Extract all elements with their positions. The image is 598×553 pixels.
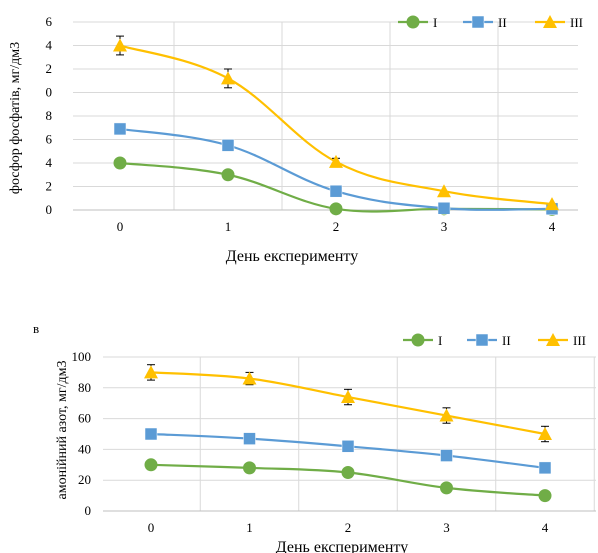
chart-2-series-II-point <box>538 461 552 475</box>
chart-2-x-tick-label: 1 <box>246 520 253 535</box>
chart-2-y-tick-label: 100 <box>72 349 92 364</box>
chart-2-legend-I-marker <box>411 333 425 347</box>
chart-1-y-tick-label: 4 <box>46 155 53 170</box>
chart-1-y-tick-label: 4 <box>46 38 53 53</box>
chart-1-grid <box>73 21 578 211</box>
chart-2-legend: I II III <box>403 333 586 348</box>
chart-1-y-tick-label: 8 <box>46 108 53 123</box>
chart-2-y-axis-label: амонійний азот, мг/дм3 <box>55 361 70 500</box>
chart-1-legend-III-marker <box>543 15 557 28</box>
chart-2-x-axis-label: День експерименту <box>276 539 408 553</box>
chart-2-series-III-point <box>439 408 454 422</box>
chart-2-x-ticks: 0 1 2 3 4 <box>148 520 549 535</box>
chart-1-series-I-point <box>113 156 127 170</box>
chart-1-x-axis-label: День експерименту <box>226 248 358 265</box>
chart-2-series-I-point <box>538 489 552 503</box>
chart-1-series-III-point <box>545 197 559 211</box>
chart-1-y-tick-label: 0 <box>46 85 53 100</box>
chart-1-y-axis-label: фосфор фосфатів, мг/дм3 <box>8 42 23 194</box>
chart-2-series-II-point <box>440 449 453 462</box>
chart-2-y-ticks: 0 20 40 60 80 100 <box>72 349 92 518</box>
chart-1-legend-I-label: I <box>433 15 437 30</box>
chart-1-legend: I II III <box>398 15 583 30</box>
chart-1-x-tick-label: 4 <box>549 219 556 234</box>
chart-2-y-tick-label: 0 <box>85 503 92 518</box>
chart-2-series-I-point <box>440 481 453 495</box>
chart-1-series-III-point <box>221 71 235 85</box>
chart-2-legend-II-marker <box>475 333 489 347</box>
chart-1-series-II-point <box>113 122 127 136</box>
chart-1-legend-II-marker <box>471 15 485 29</box>
chart-2-x-tick-label: 4 <box>542 520 549 535</box>
chart-2-series-I-point <box>341 466 355 479</box>
chart-1-series-I-point <box>221 168 235 182</box>
chart-1-series-II-point <box>221 139 235 152</box>
chart-2-series-II-point <box>243 432 256 445</box>
chart-1-x-tick-label: 2 <box>333 219 340 234</box>
chart-2-series-I-point <box>144 458 158 472</box>
chart-1-legend-I-marker <box>406 15 420 29</box>
chart-2-x-tick-label: 0 <box>148 520 155 535</box>
chart-2-series-III-point <box>144 365 158 379</box>
chart-1-y-ticks: 0 2 4 6 8 0 2 4 6 <box>46 14 53 217</box>
chart-1-x-tick-label: 3 <box>441 219 448 234</box>
chart-2-y-tick-label: 40 <box>78 441 91 456</box>
chart-1-x-tick-label: 0 <box>117 219 124 234</box>
chart-2-legend-III-label: III <box>573 333 586 348</box>
chart-1-y-tick-label: 0 <box>46 202 53 217</box>
chart-2-y-tick-label: 60 <box>78 411 91 426</box>
chart-2-series-I-point <box>243 461 256 475</box>
chart-1-y-tick-label: 2 <box>46 179 53 194</box>
chart-2-legend-III-marker <box>546 333 560 346</box>
chart-1-series-III-point <box>437 184 451 198</box>
chart-2-legend-I-label: I <box>438 333 442 348</box>
chart-2-y-tick-label: 20 <box>78 472 91 487</box>
chart-2-legend-II-label: II <box>502 333 511 348</box>
chart-2-series-III-point <box>341 390 355 404</box>
chart-2-series <box>144 364 552 503</box>
chart-1-series-III-point <box>329 154 343 168</box>
chart-2-x-tick-label: 2 <box>345 520 352 535</box>
chart-2-series-II-point <box>341 440 355 453</box>
chart-1-y-tick-label: 6 <box>46 132 53 147</box>
chart-2-x-tick-label: 3 <box>443 520 450 535</box>
chart-1-series-III-point <box>113 38 127 52</box>
chart-2-panel-label: в <box>33 321 39 336</box>
chart-1-series-I-point <box>329 202 343 216</box>
chart-2-series-II-point <box>144 427 158 441</box>
chart-1-y-tick-label: 2 <box>46 61 53 76</box>
chart-1-legend-II-label: II <box>498 15 507 30</box>
chart-2-series-III-point <box>242 371 257 385</box>
chart-1-x-ticks: 0 1 2 3 4 <box>117 219 556 234</box>
chart-2-y-tick-label: 80 <box>78 380 91 395</box>
chart-1-series-II-point <box>437 201 451 215</box>
chart-1-legend-III-label: III <box>570 15 583 30</box>
chart-1-series <box>113 35 559 216</box>
chart-1-series-II-point <box>329 184 343 198</box>
chart-2-series-III-point <box>538 427 552 440</box>
chart-1-y-tick-label: 6 <box>46 14 53 29</box>
chart-1-x-tick-label: 1 <box>225 219 232 234</box>
